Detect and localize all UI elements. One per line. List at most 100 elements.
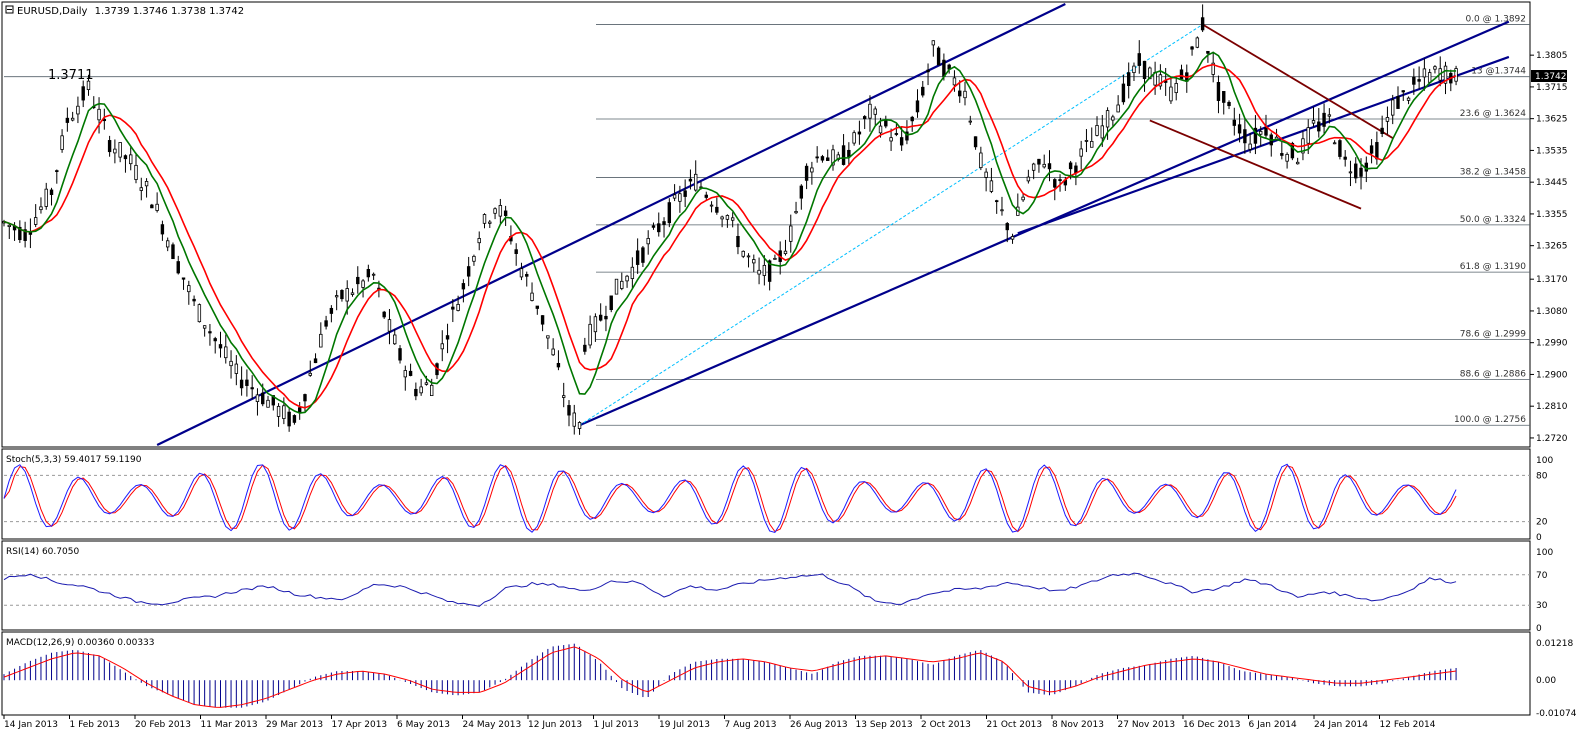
candle-body bbox=[70, 117, 75, 121]
macd-signal-line bbox=[3, 646, 1457, 708]
candle-body bbox=[81, 86, 85, 101]
candle-body bbox=[213, 338, 217, 342]
candle-body bbox=[746, 255, 751, 258]
candle-body bbox=[709, 204, 714, 207]
candle-body bbox=[662, 221, 666, 225]
candle-body bbox=[889, 137, 893, 142]
candle-body bbox=[720, 216, 724, 220]
candle-body bbox=[1111, 116, 1115, 121]
descending-channel-line bbox=[1202, 23, 1394, 139]
moving-average-red bbox=[3, 63, 1457, 409]
fib-level-label: 88.6 @ 1.2886 bbox=[1460, 369, 1527, 379]
date-tick-label: 17 Apr 2013 bbox=[332, 720, 388, 730]
candle-body bbox=[97, 108, 101, 121]
candle-body bbox=[535, 305, 540, 309]
candle-body bbox=[1158, 74, 1163, 87]
candle-body bbox=[725, 215, 730, 220]
candle-body bbox=[862, 116, 867, 120]
candle-body bbox=[403, 370, 408, 378]
candle-body bbox=[202, 325, 207, 329]
candle-body bbox=[408, 370, 413, 376]
candle-body bbox=[752, 259, 756, 264]
candle-body bbox=[55, 170, 59, 173]
date-tick-label: 6 May 2013 bbox=[397, 720, 450, 730]
candle-body bbox=[577, 422, 582, 429]
candle-body bbox=[1031, 163, 1036, 171]
candle-body bbox=[60, 135, 64, 150]
candle-body bbox=[165, 240, 170, 248]
candle-body bbox=[1037, 158, 1041, 165]
candle-body bbox=[1232, 119, 1237, 126]
date-tick-label: 11 Mar 2013 bbox=[201, 720, 258, 730]
candle-body bbox=[767, 260, 772, 282]
candle-body bbox=[609, 295, 613, 310]
svg-text:1.3742: 1.3742 bbox=[1535, 72, 1567, 82]
candle-body bbox=[762, 264, 767, 276]
candle-body bbox=[255, 394, 260, 402]
descending-channel-line bbox=[1149, 119, 1362, 210]
candle-body bbox=[667, 202, 672, 224]
candle-body bbox=[1068, 162, 1073, 170]
date-tick-label: 19 Jul 2013 bbox=[659, 720, 710, 730]
candle-body bbox=[1227, 101, 1231, 107]
rsi-tick-label: 0 bbox=[1536, 624, 1542, 634]
candle-body bbox=[1338, 140, 1342, 157]
candle-body bbox=[1105, 110, 1110, 128]
candle-body bbox=[646, 238, 650, 245]
candles bbox=[2, 4, 1458, 435]
candle-body bbox=[1116, 104, 1120, 113]
candle-body bbox=[303, 394, 307, 402]
candle-body bbox=[329, 307, 334, 314]
candle-body bbox=[1132, 65, 1136, 74]
stoch-tick-label: 100 bbox=[1536, 456, 1553, 466]
candle-body bbox=[1026, 176, 1031, 182]
candle-body bbox=[804, 165, 809, 181]
candle-body bbox=[1454, 68, 1458, 82]
candle-body bbox=[1090, 140, 1094, 148]
candle-body bbox=[1179, 69, 1184, 80]
price-tick-label: 1.3445 bbox=[1536, 178, 1568, 188]
candle-body bbox=[134, 164, 138, 180]
candle-body bbox=[1385, 117, 1390, 122]
rsi-tick-label: 70 bbox=[1536, 571, 1548, 581]
date-tick-label: 16 Dec 2013 bbox=[1183, 720, 1241, 730]
date-tick-label: 24 Jan 2014 bbox=[1314, 720, 1368, 730]
candle-body bbox=[931, 40, 936, 46]
candle-body bbox=[456, 303, 460, 311]
rsi-line bbox=[3, 572, 1457, 607]
candle-body bbox=[123, 155, 128, 160]
candle-body bbox=[1433, 66, 1437, 70]
candle-body bbox=[958, 90, 962, 97]
candle-body bbox=[620, 280, 624, 289]
candle-body bbox=[1348, 171, 1353, 174]
date-tick-label: 29 Mar 2013 bbox=[266, 720, 323, 730]
candle-body bbox=[952, 77, 957, 86]
candle-body bbox=[1000, 209, 1004, 212]
candle-body bbox=[593, 316, 598, 333]
rsi-tick-label: 100 bbox=[1536, 548, 1553, 558]
candle-body bbox=[657, 223, 661, 233]
candle-body bbox=[245, 379, 249, 386]
candle-body bbox=[107, 140, 112, 153]
candle-body bbox=[1343, 156, 1347, 160]
candle-body bbox=[1285, 153, 1289, 162]
price-tick-label: 1.3170 bbox=[1536, 275, 1568, 285]
candle-body bbox=[1332, 142, 1337, 145]
candle-body bbox=[984, 171, 988, 178]
stoch-main-line bbox=[3, 463, 1457, 534]
candle-body bbox=[715, 206, 719, 213]
date-tick-label: 26 Aug 2013 bbox=[790, 720, 848, 730]
candle-body bbox=[39, 206, 43, 211]
candle-body bbox=[144, 180, 149, 187]
date-tick-label: 1 Jul 2013 bbox=[594, 720, 639, 730]
price-tick-label: 1.3265 bbox=[1536, 242, 1568, 252]
current-price-tag: 1.3742 bbox=[1531, 70, 1567, 82]
candle-body bbox=[878, 125, 883, 134]
candle-body bbox=[488, 221, 492, 224]
candle-body bbox=[979, 152, 983, 168]
candle-body bbox=[519, 268, 524, 278]
date-tick-label: 13 Sep 2013 bbox=[856, 720, 913, 730]
price-marker-label: 1.3711 bbox=[48, 68, 94, 83]
fib-level-label: 0.0 @ 1.3892 bbox=[1465, 14, 1526, 24]
candle-body bbox=[1079, 148, 1083, 157]
